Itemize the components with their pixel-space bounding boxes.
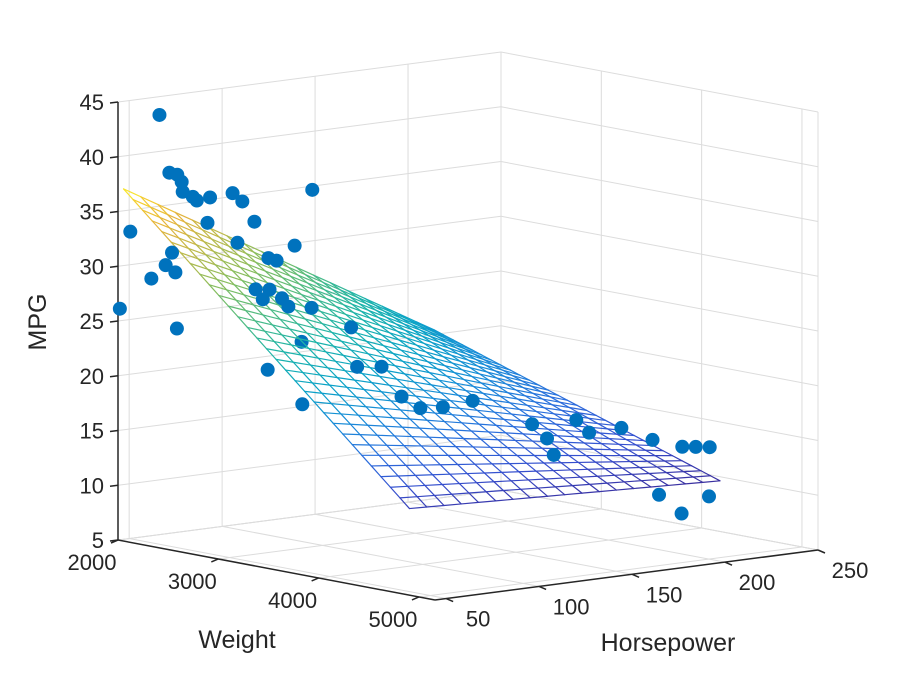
axis-text: 2000 3000 4000 5000 50 100 150 200 250 5 10 15 20 25 3… (24, 90, 868, 657)
scatter-point (189, 193, 204, 208)
scatter-point (645, 432, 660, 447)
scatter-point (525, 417, 540, 432)
regression-mesh-surface (122, 188, 721, 510)
scatter-point (435, 400, 450, 415)
y-tick-label: 250 (832, 558, 869, 583)
scatter-point (674, 506, 689, 521)
scatter-point (614, 420, 629, 435)
scatter-point (235, 194, 250, 209)
axis-lines (109, 101, 826, 603)
scatter-point (305, 182, 320, 197)
z-tick-label: 10 (80, 473, 104, 498)
y-tick-label: 150 (646, 582, 683, 607)
scatter-point (203, 190, 218, 205)
scatter-point (230, 235, 245, 250)
z-tick-label: 40 (80, 145, 104, 170)
scatter-point (255, 292, 270, 307)
grid-lines (117, 51, 819, 600)
x-tick-label: 2000 (68, 550, 117, 575)
scatter-point (652, 487, 667, 502)
scatter-point (152, 107, 167, 122)
x-axis-label: Weight (198, 626, 275, 654)
x-tick-label: 4000 (268, 588, 317, 613)
scatter-point (281, 299, 296, 314)
scatter-point (247, 214, 262, 229)
scatter-point (165, 245, 180, 260)
scatter-point (582, 425, 597, 440)
scatter-point (169, 321, 184, 336)
scatter-point (200, 215, 215, 230)
y-tick-label: 100 (553, 594, 590, 619)
scatter-point (287, 238, 302, 253)
z-tick-label: 5 (92, 528, 104, 553)
scatter-point (569, 413, 584, 428)
z-tick-label: 30 (80, 254, 104, 279)
scatter-point (262, 282, 277, 297)
z-tick-label: 45 (80, 90, 104, 115)
scatter-point (260, 362, 275, 377)
scatter-point (158, 258, 173, 273)
scatter-point (546, 447, 561, 462)
z-axis-label: MPG (24, 294, 52, 351)
scatter-point (702, 440, 717, 455)
z-tick-label: 25 (80, 309, 104, 334)
scatter-point (540, 431, 555, 446)
scatter-point (123, 224, 138, 239)
scatter-point (701, 489, 716, 504)
scatter-point (269, 253, 284, 268)
scatter-point (344, 320, 359, 335)
scatter-point (465, 393, 480, 408)
x-tick-label: 3000 (168, 569, 217, 594)
scatter-point (295, 397, 310, 412)
scatter-point (168, 265, 183, 280)
scatter-point (675, 439, 690, 454)
scatter-points (112, 107, 717, 521)
scatter-point (248, 282, 263, 297)
scatter-point (413, 401, 428, 416)
z-tick-label: 15 (80, 419, 104, 444)
y-axis-label: Horsepower (601, 629, 736, 657)
scatter-point (374, 359, 389, 374)
scatter-point (112, 301, 127, 316)
scatter-point (144, 271, 159, 286)
scatter-point (304, 300, 319, 315)
z-tick-label: 35 (80, 200, 104, 225)
scatter-point (394, 389, 409, 404)
scatter-point (688, 439, 703, 454)
scatter-point (350, 359, 365, 374)
y-tick-label: 50 (466, 607, 490, 632)
x-tick-label: 5000 (368, 607, 417, 632)
y-tick-label: 200 (739, 570, 776, 595)
scatter-point (225, 186, 240, 201)
z-tick-label: 20 (80, 364, 104, 389)
